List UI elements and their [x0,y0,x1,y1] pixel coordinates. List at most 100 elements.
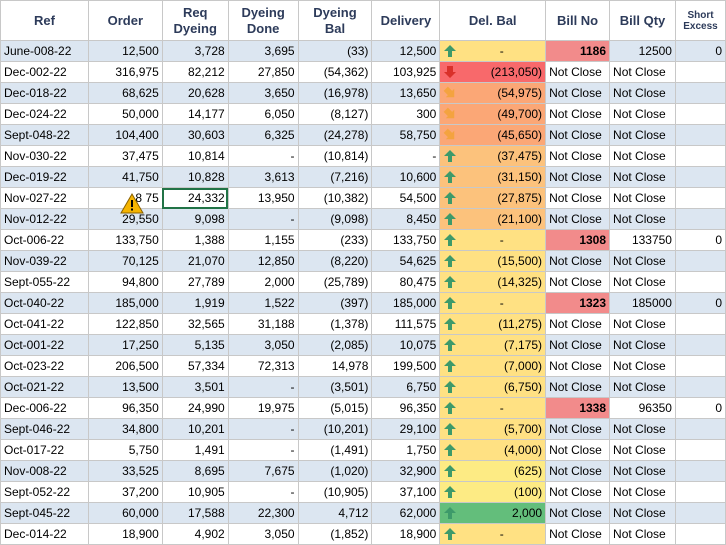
order-cell[interactable]: 41,750 [87,166,163,188]
req-dyeing-cell[interactable]: 10,814 [161,145,229,167]
ref-cell[interactable]: Nov-027-22 [0,187,89,209]
dyeing-bal-cell[interactable]: (1,378) [297,313,373,335]
ref-cell[interactable]: Nov-008-22 [0,460,89,482]
bill-qty-cell[interactable]: Not Close [609,124,676,146]
req-dyeing-cell[interactable]: 14,177 [161,103,229,125]
dyeing-done-cell[interactable]: 27,850 [227,61,299,83]
req-dyeing-cell[interactable]: 1,491 [161,439,229,461]
req-dyeing-cell[interactable]: 30,603 [161,124,229,146]
ref-cell[interactable]: Oct-006-22 [0,229,89,251]
dyeing-done-cell[interactable]: 7,675 [227,460,299,482]
short-excess-cell[interactable] [674,481,726,503]
order-cell[interactable]: 60,000 [87,502,163,524]
req-dyeing-cell[interactable]: 24,332 [161,187,229,209]
bill-qty-cell[interactable]: Not Close [609,145,676,167]
req-dyeing-cell[interactable]: 3,501 [161,376,229,398]
order-cell[interactable]: 96,350 [87,397,163,419]
req-dyeing-cell[interactable]: 20,628 [161,82,229,104]
dyeing-bal-cell[interactable]: (33) [297,40,373,62]
del-bal-cell[interactable]: (100) [439,481,547,503]
ref-cell[interactable]: Sept-046-22 [0,418,89,440]
delivery-cell[interactable]: 58,750 [371,124,441,146]
delivery-cell[interactable]: 10,075 [371,334,441,356]
order-cell[interactable]: 29,550 [87,208,163,230]
del-bal-cell[interactable]: (54,975) [439,82,547,104]
del-bal-cell[interactable]: - [439,40,547,62]
short-excess-cell[interactable]: 0 [674,397,726,419]
dyeing-bal-cell[interactable]: (1,491) [297,439,373,461]
short-excess-cell[interactable] [674,145,726,167]
header-delivery[interactable]: Delivery [371,0,441,41]
bill-qty-cell[interactable]: Not Close [609,334,676,356]
del-bal-cell[interactable]: (6,750) [439,376,547,398]
delivery-cell[interactable]: 111,575 [371,313,441,335]
bill-no-cell[interactable]: Not Close [545,376,611,398]
order-cell[interactable]: 206,500 [87,355,163,377]
short-excess-cell[interactable] [674,103,726,125]
header-dyeing-done[interactable]: Dyeing Done [227,0,299,41]
ref-cell[interactable]: Oct-023-22 [0,355,89,377]
bill-qty-cell[interactable]: Not Close [609,271,676,293]
bill-qty-cell[interactable]: Not Close [609,313,676,335]
bill-no-cell[interactable]: Not Close [545,439,611,461]
dyeing-done-cell[interactable]: - [227,481,299,503]
short-excess-cell[interactable] [674,187,726,209]
dyeing-done-cell[interactable]: 6,325 [227,124,299,146]
bill-qty-cell[interactable]: Not Close [609,481,676,503]
order-cell[interactable]: 33,525 [87,460,163,482]
dyeing-bal-cell[interactable]: (16,978) [297,82,373,104]
header-bill-qty[interactable]: Bill Qty [609,0,676,41]
bill-qty-cell[interactable]: Not Close [609,376,676,398]
short-excess-cell[interactable] [674,124,726,146]
dyeing-bal-cell[interactable]: (397) [297,292,373,314]
warning-icon[interactable] [120,192,144,216]
bill-qty-cell[interactable]: Not Close [609,250,676,272]
bill-qty-cell[interactable]: Not Close [609,61,676,83]
bill-no-cell[interactable]: 1323 [545,292,611,314]
delivery-cell[interactable]: 18,900 [371,523,441,545]
short-excess-cell[interactable]: 0 [674,292,726,314]
bill-qty-cell[interactable]: 185000 [609,292,676,314]
delivery-cell[interactable]: 103,925 [371,61,441,83]
req-dyeing-cell[interactable]: 10,828 [161,166,229,188]
dyeing-bal-cell[interactable]: (7,216) [297,166,373,188]
header-ref[interactable]: Ref [0,0,89,41]
req-dyeing-cell[interactable]: 21,070 [161,250,229,272]
del-bal-cell[interactable]: (15,500) [439,250,547,272]
req-dyeing-cell[interactable]: 32,565 [161,313,229,335]
dyeing-bal-cell[interactable]: (9,098) [297,208,373,230]
bill-qty-cell[interactable]: Not Close [609,208,676,230]
bill-qty-cell[interactable]: Not Close [609,418,676,440]
ref-cell[interactable]: Oct-021-22 [0,376,89,398]
req-dyeing-cell[interactable]: 10,905 [161,481,229,503]
delivery-cell[interactable]: 300 [371,103,441,125]
delivery-cell[interactable]: 6,750 [371,376,441,398]
del-bal-cell[interactable]: (31,150) [439,166,547,188]
delivery-cell[interactable]: 1,750 [371,439,441,461]
delivery-cell[interactable]: 37,100 [371,481,441,503]
bill-no-cell[interactable]: Not Close [545,61,611,83]
dyeing-done-cell[interactable]: 3,613 [227,166,299,188]
dyeing-bal-cell[interactable]: (8,220) [297,250,373,272]
dyeing-done-cell[interactable]: 3,050 [227,523,299,545]
dyeing-done-cell[interactable]: - [227,418,299,440]
bill-qty-cell[interactable]: Not Close [609,355,676,377]
dyeing-done-cell[interactable]: 12,850 [227,250,299,272]
order-cell[interactable]: 12,500 [87,40,163,62]
delivery-cell[interactable]: 12,500 [371,40,441,62]
bill-qty-cell[interactable]: 96350 [609,397,676,419]
header-short-excess[interactable]: Short Excess [674,0,726,41]
del-bal-cell[interactable]: - [439,523,547,545]
bill-qty-cell[interactable]: Not Close [609,103,676,125]
ref-cell[interactable]: Oct-041-22 [0,313,89,335]
req-dyeing-cell[interactable]: 24,990 [161,397,229,419]
delivery-cell[interactable]: 32,900 [371,460,441,482]
dyeing-bal-cell[interactable]: 4,712 [297,502,373,524]
dyeing-bal-cell[interactable]: (10,201) [297,418,373,440]
req-dyeing-cell[interactable]: 17,588 [161,502,229,524]
short-excess-cell[interactable] [674,271,726,293]
dyeing-done-cell[interactable]: - [227,145,299,167]
bill-qty-cell[interactable]: Not Close [609,82,676,104]
bill-qty-cell[interactable]: 133750 [609,229,676,251]
ref-cell[interactable]: Oct-040-22 [0,292,89,314]
